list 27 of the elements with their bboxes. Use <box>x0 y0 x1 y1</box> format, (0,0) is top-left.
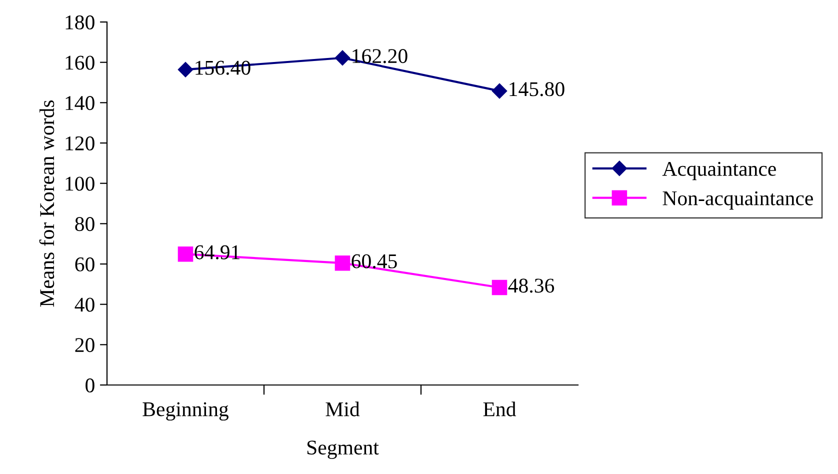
legend-label: Acquaintance <box>662 162 776 180</box>
point <box>492 280 508 296</box>
y-tick-label: 0 <box>86 378 94 392</box>
point <box>334 255 350 271</box>
data-label: 60.45 <box>352 254 397 268</box>
x-tick-label: Mid <box>326 402 360 416</box>
data-label: 48.36 <box>508 278 554 293</box>
y-axis-title: Means for Korean words <box>39 100 54 307</box>
data-label: 145.80 <box>510 82 564 96</box>
x-tick-label: Beginning <box>142 402 229 421</box>
legend-label: Non-acquaintance <box>662 191 813 210</box>
point <box>334 50 350 66</box>
point <box>178 62 194 78</box>
y-tick-label: 60 <box>75 257 94 272</box>
data-label: 162.20 <box>352 49 408 64</box>
point <box>492 83 508 99</box>
y-tick-label: 180 <box>66 15 94 30</box>
point <box>178 246 194 262</box>
y-tick-label: 80 <box>75 217 94 232</box>
x-axis-title: Segment <box>307 440 379 459</box>
y-tick-label: 140 <box>66 96 94 110</box>
y-tick-label: 120 <box>66 136 94 150</box>
y-tick-label: 40 <box>74 298 94 312</box>
y-tick-label: 20 <box>75 338 94 352</box>
y-tick-label: 100 <box>66 176 94 191</box>
x-tick-label: End <box>483 402 516 416</box>
y-tick-label: 160 <box>66 56 94 70</box>
